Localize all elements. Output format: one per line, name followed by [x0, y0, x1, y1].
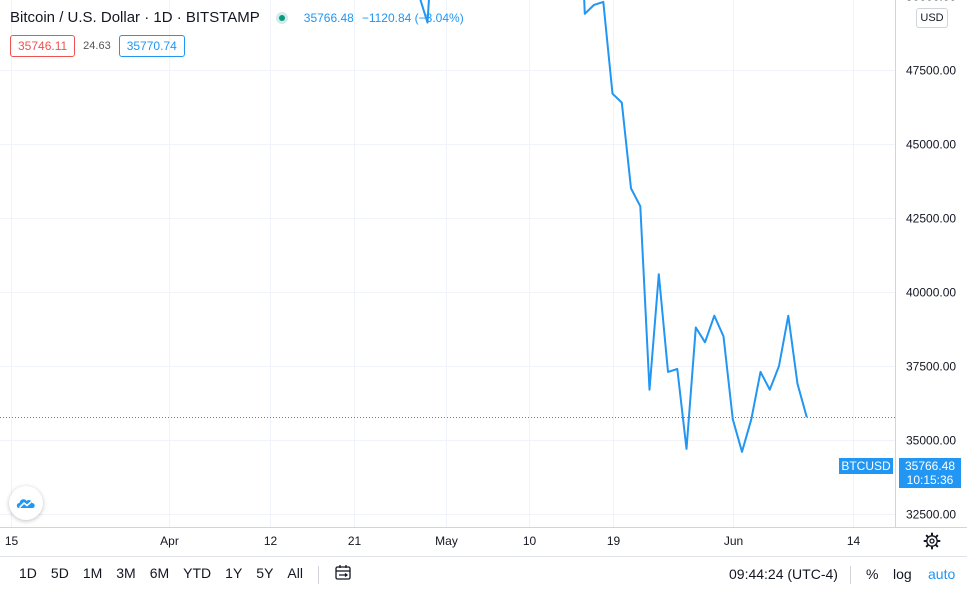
y-tick-label: 40000.00 [906, 286, 956, 300]
y-axis-ticks: 32500.00 35000.00 37500.00 40000.00 42500.00… [906, 0, 956, 522]
y-tick-label: 50000.00 [906, 0, 956, 4]
range-selector: 1D 5D 1M 3M 6M YTD 1Y 5Y All [12, 565, 310, 581]
y-tick-label: 42500.00 [906, 212, 956, 226]
x-tick-label: 12 [264, 534, 278, 548]
last-price: 35766.48 [303, 10, 354, 25]
bid-ask-panel: 35746.11 24.63 35770.74 [10, 35, 185, 57]
timezone-clock[interactable]: 09:44:24 (UTC-4) [729, 566, 838, 582]
last-price-tag: 35766.48 10:15:36 [899, 458, 961, 488]
axes [0, 0, 967, 557]
x-tick-label: May [435, 534, 458, 548]
range-button-all[interactable]: All [287, 565, 303, 581]
x-tick-label: 14 [847, 534, 861, 548]
market-open-dot-icon [275, 11, 288, 24]
price-change: −1120.84 (−3.04%) [361, 10, 464, 25]
spread-value: 24.63 [83, 40, 111, 52]
currency-button[interactable]: USD [916, 8, 948, 28]
last-price-tag-value: 35766.48 [904, 459, 956, 473]
series-line[interactable] [2, 0, 808, 453]
tradingview-cloud-icon[interactable] [9, 486, 43, 520]
range-button-1m[interactable]: 1M [82, 565, 103, 581]
chart-legend: Bitcoin / U.S. Dollar · 1D · BITSTAMP 35… [10, 9, 464, 26]
range-button-6m[interactable]: 6M [149, 565, 170, 581]
price-series [0, 0, 895, 453]
x-tick-label: Jun [724, 534, 743, 548]
x-tick-label: 19 [607, 534, 621, 548]
symbol-title[interactable]: Bitcoin / U.S. Dollar · 1D · BITSTAMP [10, 9, 260, 26]
range-button-5d[interactable]: 5D [50, 565, 69, 581]
x-tick-label: 21 [348, 534, 362, 548]
bar-countdown: 10:15:36 [906, 473, 954, 487]
y-tick-label: 35000.00 [906, 434, 956, 448]
calendar-range-icon[interactable] [333, 564, 355, 584]
x-tick-label: 10 [523, 534, 537, 548]
toolbar-divider [850, 566, 851, 584]
symbol-tag: BTCUSD [839, 458, 893, 474]
gear-icon[interactable] [922, 531, 942, 551]
toolbar-divider [318, 566, 319, 584]
x-axis-ticks: 15 Apr 12 21 May 10 19 Jun 14 [5, 534, 861, 548]
percent-scale-toggle[interactable]: % [866, 566, 879, 582]
y-tick-label: 32500.00 [906, 508, 956, 522]
y-tick-label: 47500.00 [906, 64, 956, 78]
bid-button[interactable]: 35746.11 [10, 35, 76, 57]
ask-button[interactable]: 35770.74 [118, 35, 185, 57]
range-button-ytd[interactable]: YTD [183, 565, 212, 581]
y-tick-label: 37500.00 [906, 360, 956, 374]
range-button-1y[interactable]: 1Y [225, 565, 243, 581]
range-button-5y[interactable]: 5Y [256, 565, 274, 581]
x-tick-label: Apr [160, 534, 179, 548]
x-tick-label: 15 [5, 534, 19, 548]
auto-scale-toggle[interactable]: auto [928, 566, 956, 582]
log-scale-toggle[interactable]: log [893, 566, 912, 582]
y-tick-label: 45000.00 [906, 138, 956, 152]
range-button-1d[interactable]: 1D [19, 565, 37, 581]
chart-grid [0, 0, 895, 527]
range-button-3m[interactable]: 3M [116, 565, 136, 581]
bottom-toolbar: 1D 5D 1M 3M 6M YTD 1Y 5Y All 09:44:24 (UTC-4) % … [0, 556, 967, 593]
